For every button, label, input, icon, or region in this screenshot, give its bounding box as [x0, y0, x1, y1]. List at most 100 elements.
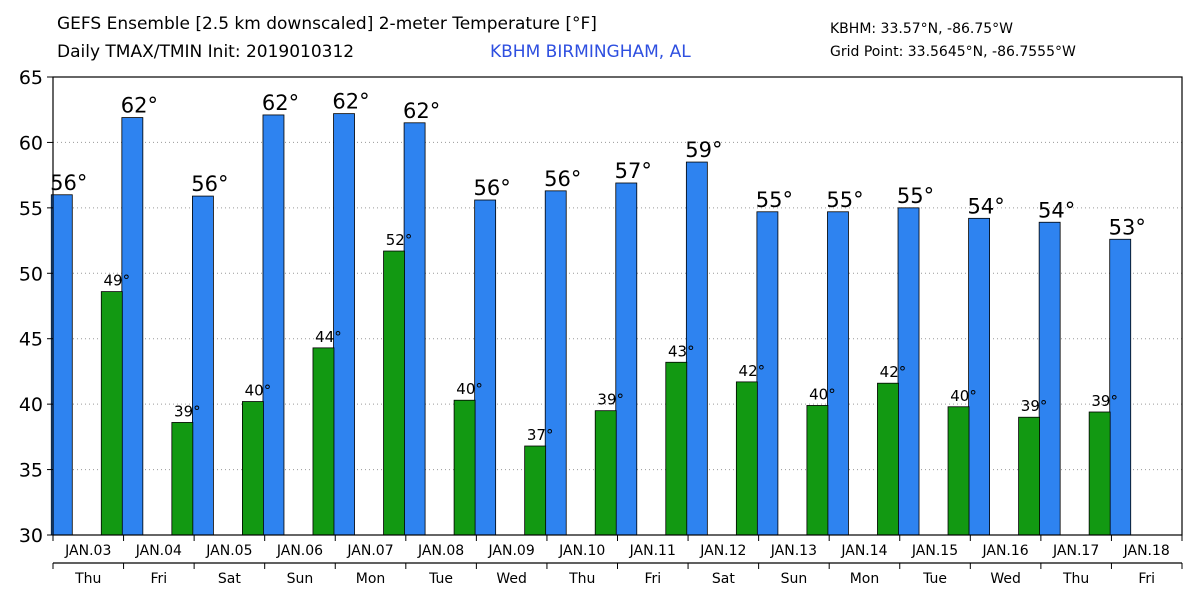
tmin-value-label: 39° [597, 391, 624, 409]
tmax-bar [544, 190, 567, 536]
tmax-bar [1109, 238, 1132, 536]
tmin-bar [735, 381, 758, 536]
weekday-label: Fri [1138, 571, 1155, 587]
tmin-bar [594, 410, 617, 536]
tmin-value-label: 40° [950, 387, 977, 405]
tmax-value-label: 56° [191, 172, 228, 196]
tmin-value-label: 42° [739, 362, 766, 380]
tmax-value-label: 53° [1109, 215, 1146, 239]
x-tick-label: JAN.18 [1123, 543, 1170, 559]
tmin-bar [171, 422, 194, 536]
tmax-bar [333, 113, 355, 536]
station-coordinates: KBHM: 33.57°N, -86.75°W [830, 21, 1013, 37]
tmax-bar [262, 114, 285, 536]
y-tick-label: 40 [19, 394, 43, 416]
weekday-label: Thu [568, 571, 595, 587]
tmin-bar [806, 405, 829, 536]
tmin-bar [1018, 416, 1040, 536]
tmax-bar [827, 211, 849, 536]
x-tick-label: JAN.08 [417, 543, 464, 559]
tmax-bar [50, 194, 73, 536]
tmax-value-label: 56° [50, 171, 87, 195]
tmin-value-label: 42° [880, 363, 907, 381]
weekday-label: Tue [428, 571, 453, 587]
weekday-label: Fri [151, 571, 168, 587]
tmin-bar [100, 291, 123, 536]
weekday-label: Mon [356, 571, 386, 587]
tmax-bar [403, 122, 426, 536]
tmax-value-label: 62° [332, 90, 369, 114]
tmax-value-label: 62° [262, 91, 299, 115]
tmin-value-label: 40° [245, 382, 272, 400]
tmax-value-label: 56° [474, 176, 511, 200]
weekday-label: Sun [781, 571, 808, 587]
y-tick-label: 55 [19, 198, 43, 220]
tmax-bar [968, 217, 990, 536]
tmin-bar [453, 399, 476, 536]
x-tick-label: JAN.07 [346, 543, 393, 559]
tmax-value-label: 57° [615, 159, 652, 183]
tmin-value-label: 40° [809, 385, 836, 403]
tmin-value-label: 43° [668, 342, 695, 360]
tmin-value-label: 49° [103, 272, 130, 290]
grid-point-coordinates: Grid Point: 33.5645°N, -86.7555°W [830, 44, 1076, 60]
x-tick-label: JAN.04 [135, 543, 182, 559]
tmax-bar [474, 199, 497, 536]
weekday-label: Fri [644, 571, 661, 587]
tmin-bar [242, 401, 264, 536]
tmin-bar [665, 361, 688, 536]
tmax-value-label: 56° [544, 167, 581, 191]
weekday-label: Thu [1062, 571, 1089, 587]
y-tick-label: 65 [19, 67, 43, 89]
tmin-bar [1088, 411, 1111, 536]
tmax-value-label: 55° [756, 188, 793, 212]
chart-subtitle: Daily TMAX/TMIN Init: 2019010312 [57, 42, 355, 62]
y-tick-label: 45 [19, 329, 43, 351]
x-tick-label: JAN.14 [840, 543, 887, 559]
weekday-label: Tue [922, 571, 947, 587]
tmax-value-label: 62° [121, 94, 158, 118]
x-tick-label: JAN.05 [205, 543, 252, 559]
weekday-label: Sat [218, 571, 241, 587]
weekday-label: Wed [496, 571, 527, 587]
tmin-value-label: 39° [1021, 397, 1048, 415]
x-tick-label: JAN.09 [488, 543, 535, 559]
tmin-value-label: 39° [1091, 392, 1118, 410]
weekday-label: Wed [990, 571, 1021, 587]
tmax-value-label: 54° [967, 194, 1004, 218]
y-tick-label: 60 [19, 132, 43, 154]
tmax-bar [121, 117, 144, 536]
x-tick-label: JAN.06 [276, 543, 323, 559]
tmax-bar [1038, 221, 1061, 536]
tmin-value-label: 39° [174, 402, 201, 420]
tmax-value-label: 55° [897, 184, 934, 208]
tmin-value-label: 52° [386, 231, 413, 249]
tmax-value-label: 54° [1038, 198, 1075, 222]
x-tick-label: JAN.17 [1052, 543, 1099, 559]
chart-title: GEFS Ensemble [2.5 km downscaled] 2-mete… [57, 14, 597, 34]
tmin-bar [312, 347, 335, 536]
weekday-label: Sun [287, 571, 314, 587]
tmax-bar [192, 195, 214, 536]
weekday-label: Thu [74, 571, 101, 587]
x-tick-label: JAN.03 [64, 543, 111, 559]
x-tick-label: JAN.15 [911, 543, 958, 559]
tmin-value-label: 44° [315, 328, 342, 346]
weekday-label: Mon [850, 571, 880, 587]
y-tick-label: 30 [19, 525, 43, 547]
y-tick-label: 35 [19, 460, 43, 482]
weekday-label: Sat [712, 571, 735, 587]
x-tick-label: JAN.12 [699, 543, 746, 559]
tmin-value-label: 37° [527, 426, 554, 444]
tmin-bar [947, 406, 970, 536]
tmax-value-label: 59° [685, 138, 722, 162]
tmax-bar [615, 182, 638, 536]
y-tick-label: 50 [19, 263, 43, 285]
x-tick-label: JAN.11 [629, 543, 676, 559]
tmax-value-label: 62° [403, 99, 440, 123]
tmax-value-label: 55° [826, 188, 863, 212]
axes: 30 35 40 45 50 55 60 65 JAN.03 Thu JAN.04 Fri JAN.05… [19, 67, 1183, 587]
x-tick-label: JAN.16 [981, 543, 1028, 559]
tmin-bar [524, 445, 547, 536]
